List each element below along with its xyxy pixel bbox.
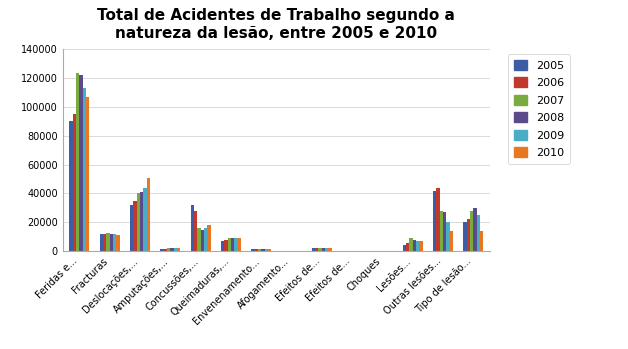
Bar xyxy=(318,248,322,251)
Bar xyxy=(170,248,174,251)
Bar xyxy=(113,234,116,251)
Bar xyxy=(76,73,80,251)
Bar xyxy=(416,241,420,251)
Bar xyxy=(413,240,416,251)
Bar xyxy=(130,205,133,251)
Bar xyxy=(325,248,328,251)
Bar xyxy=(447,222,450,251)
Bar xyxy=(116,235,120,251)
Bar xyxy=(177,248,180,251)
Bar xyxy=(234,238,237,251)
Bar xyxy=(467,220,470,251)
Bar xyxy=(463,222,467,251)
Legend: 2005, 2006, 2007, 2008, 2009, 2010: 2005, 2006, 2007, 2008, 2009, 2010 xyxy=(508,54,570,164)
Bar xyxy=(191,205,194,251)
Bar xyxy=(133,201,137,251)
Bar xyxy=(258,249,261,251)
Bar xyxy=(73,114,76,251)
Bar xyxy=(80,75,83,251)
Bar xyxy=(106,233,110,251)
Bar xyxy=(264,249,268,251)
Bar xyxy=(420,241,423,251)
Bar xyxy=(433,191,436,251)
Bar xyxy=(110,234,113,251)
Bar xyxy=(86,97,89,251)
Bar xyxy=(450,231,453,251)
Bar xyxy=(204,228,207,251)
Bar xyxy=(167,248,170,251)
Bar xyxy=(227,238,231,251)
Bar xyxy=(231,238,234,251)
Bar xyxy=(147,178,150,251)
Bar xyxy=(70,121,73,251)
Bar xyxy=(322,248,325,251)
Bar xyxy=(436,188,440,251)
Bar xyxy=(224,240,227,251)
Bar xyxy=(143,188,147,251)
Bar xyxy=(328,248,332,251)
Bar xyxy=(197,228,200,251)
Bar xyxy=(473,208,477,251)
Bar xyxy=(480,231,483,251)
Bar xyxy=(443,212,447,251)
Bar xyxy=(470,211,473,251)
Bar xyxy=(137,193,140,251)
Bar xyxy=(103,234,106,251)
Bar xyxy=(409,238,413,251)
Bar xyxy=(164,249,167,251)
Bar xyxy=(254,249,258,251)
Title: Total de Acidentes de Trabalho segundo a
natureza da lesão, entre 2005 e 2010: Total de Acidentes de Trabalho segundo a… xyxy=(97,8,455,41)
Bar xyxy=(440,211,443,251)
Bar xyxy=(403,245,406,251)
Bar xyxy=(140,192,143,251)
Bar xyxy=(221,241,224,251)
Bar xyxy=(311,248,315,251)
Bar xyxy=(83,88,86,251)
Bar xyxy=(477,215,480,251)
Bar xyxy=(268,249,271,251)
Bar xyxy=(174,248,177,251)
Bar xyxy=(406,243,409,251)
Bar xyxy=(160,249,164,251)
Bar xyxy=(251,249,254,251)
Bar xyxy=(200,230,204,251)
Bar xyxy=(315,248,318,251)
Bar xyxy=(237,238,241,251)
Bar xyxy=(100,234,103,251)
Bar xyxy=(261,249,264,251)
Bar xyxy=(207,225,210,251)
Bar xyxy=(194,211,197,251)
